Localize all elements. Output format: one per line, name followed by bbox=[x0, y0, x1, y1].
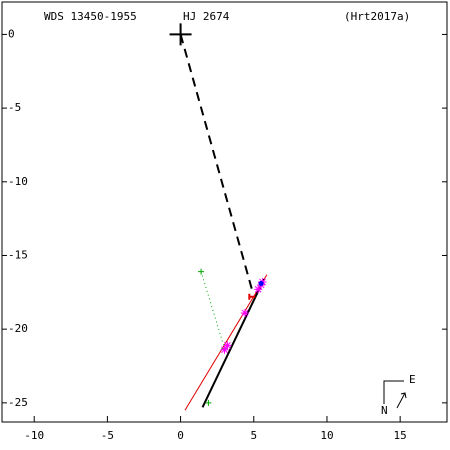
y-tick-label: -5 bbox=[8, 101, 21, 114]
x-tick-label: -5 bbox=[101, 429, 114, 442]
series-line bbox=[200, 271, 225, 349]
y-tick-label: -10 bbox=[8, 175, 28, 188]
x-tick-label: 5 bbox=[250, 429, 257, 442]
data-point bbox=[198, 268, 205, 275]
plot-frame bbox=[1, 1, 448, 423]
x-tick-label: 0 bbox=[177, 429, 184, 442]
x-tick-label: 15 bbox=[394, 429, 407, 442]
data-point bbox=[240, 308, 249, 317]
series-line bbox=[184, 274, 268, 411]
data-point bbox=[205, 399, 212, 406]
x-tick-label: -10 bbox=[24, 429, 44, 442]
data-point bbox=[220, 345, 229, 354]
source-label: (Hrt2017a) bbox=[344, 10, 410, 23]
y-tick-label: -15 bbox=[8, 248, 28, 261]
compass-north: N bbox=[381, 404, 388, 417]
compass-east: E bbox=[409, 373, 416, 386]
data-point bbox=[254, 285, 263, 294]
data-point bbox=[223, 341, 232, 350]
series-line bbox=[179, 34, 254, 292]
chart-subtitle: HJ 2674 bbox=[183, 10, 230, 23]
motion-arrow bbox=[396, 392, 407, 409]
data-point bbox=[258, 280, 264, 286]
y-tick-label: 0 bbox=[8, 27, 15, 40]
y-tick-label: -25 bbox=[8, 396, 28, 409]
y-tick-label: -20 bbox=[8, 322, 28, 335]
compass: N E bbox=[381, 373, 416, 417]
data-point bbox=[169, 23, 192, 46]
x-tick-label: 10 bbox=[320, 429, 333, 442]
data-point bbox=[248, 293, 256, 300]
chart-title: WDS 13450-1955 bbox=[44, 10, 137, 23]
series-line bbox=[201, 278, 265, 408]
compass-arrows bbox=[383, 380, 404, 404]
